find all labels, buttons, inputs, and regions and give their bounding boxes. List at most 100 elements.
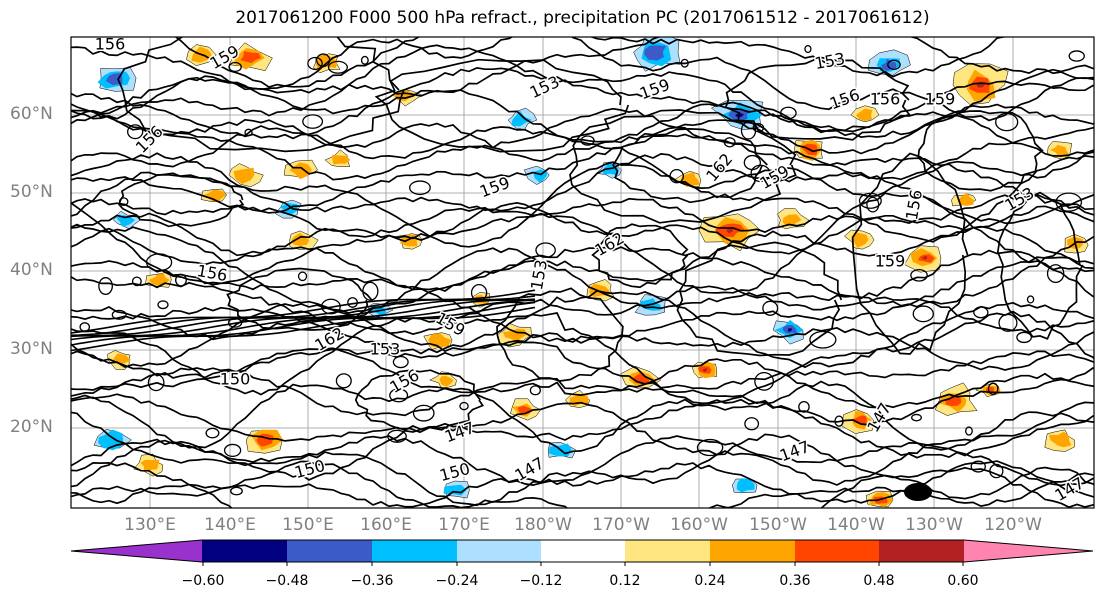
contour-line [71,289,536,334]
map-background [71,37,1094,508]
contour-line [750,164,771,183]
contour-value-label: 153 [368,338,402,360]
colorbar-bin [202,540,287,562]
contour-line [118,173,245,228]
contour-line [809,330,837,349]
contour-line [360,55,369,65]
contour-line [71,306,536,352]
colorbar-bin [541,540,625,562]
longitude-label: 120°W [984,515,1042,535]
colorbar-tick-label: −0.12 [519,573,563,589]
precip-anomaly-region [240,51,261,64]
precip-anomaly-region [291,232,310,246]
contour-line [535,242,556,258]
contour-line [145,253,173,272]
contour-line [591,223,689,289]
precip-anomaly-region [852,232,869,248]
contour-line [307,56,323,71]
contour-line [131,276,142,287]
colorbar [70,539,1094,566]
contour-line [71,303,1094,371]
contour-line [970,460,986,473]
contour-value-text: 156 [95,35,126,54]
longitude-label: 170°E [438,515,490,535]
map-title: 2017061200 F000 500 hPa refract., precip… [235,8,930,28]
contour-line [995,112,1019,132]
contour-line [834,415,844,427]
contour-line [669,168,685,184]
contour-line [724,56,911,141]
contour-line [409,180,431,196]
precip-anomaly-region [736,478,755,493]
precip-anomaly-region [782,214,802,227]
precip-anomaly-region [1049,431,1072,448]
contour-line [71,310,1094,405]
colorbar-tick-label: −0.60 [181,573,225,589]
latitude-label: 60°N [10,104,53,124]
precip-anomaly-region [1050,144,1069,157]
contour-value-label: 156 [93,35,127,55]
contour-line [71,433,1094,508]
longitude-label: 140°E [204,515,256,535]
contour-line [998,313,1018,332]
colorbar-tick-label: −0.48 [265,573,309,589]
contour-line [223,443,242,458]
contour-line [71,380,1094,455]
colorbar-tick-label: −0.36 [350,573,394,589]
contour-line [111,309,127,320]
colorbar-bin [879,540,964,562]
contour-line [71,44,1094,134]
contour-value-label: 150 [218,368,252,390]
contour-line [174,37,1007,89]
contour-value-text: 153 [370,340,401,359]
contour-line [362,281,379,301]
contour-value-text: 150 [220,370,251,389]
longitude-label: 160°W [670,515,728,535]
contour-line [911,413,922,422]
contour-line [175,273,187,287]
contour-line [392,355,409,369]
colorbar-bin [625,540,710,562]
contour-line [804,44,812,54]
longitude-label: 150°W [749,515,807,535]
contour-line [321,298,341,315]
contour-line [612,128,768,204]
contour-line [910,268,928,282]
map-frame [70,36,1095,509]
contour-line [798,401,810,413]
precip-anomaly-region [439,376,454,387]
contour-line [118,197,129,207]
contour-line [496,287,625,382]
contour-line [226,267,373,331]
precip-anomaly-region [922,255,927,260]
contour-line [529,385,541,396]
contour-line [387,429,407,443]
contour-line [858,192,882,209]
contour-line [98,277,113,296]
contour-line [917,110,1044,192]
contour-line [127,124,144,140]
contour-line [680,58,689,68]
latitude-label: 20°N [10,417,53,437]
contour-line [752,123,765,133]
contour-line [744,417,760,431]
contour-line [244,128,253,137]
contour-line [973,306,989,319]
contour-line [335,373,352,389]
contour-line [965,426,973,436]
colorbar-tick-label: 0.48 [863,573,895,589]
refractivity-contours [71,37,1094,508]
contour-value-label: 159 [873,250,907,272]
colorbar-bin [710,540,795,562]
precip-anomaly-region [726,227,734,234]
longitude-label: 130°E [124,515,176,535]
contour-line [866,196,880,213]
contour-value-text: 159 [875,252,906,271]
contour-line [1055,192,1083,212]
contour-line [297,271,308,282]
contour-line [230,486,243,496]
contour-line [71,107,1094,181]
contour-line [316,53,331,67]
latitude-label: 40°N [10,260,53,280]
longitude-label: 170°W [592,515,650,535]
